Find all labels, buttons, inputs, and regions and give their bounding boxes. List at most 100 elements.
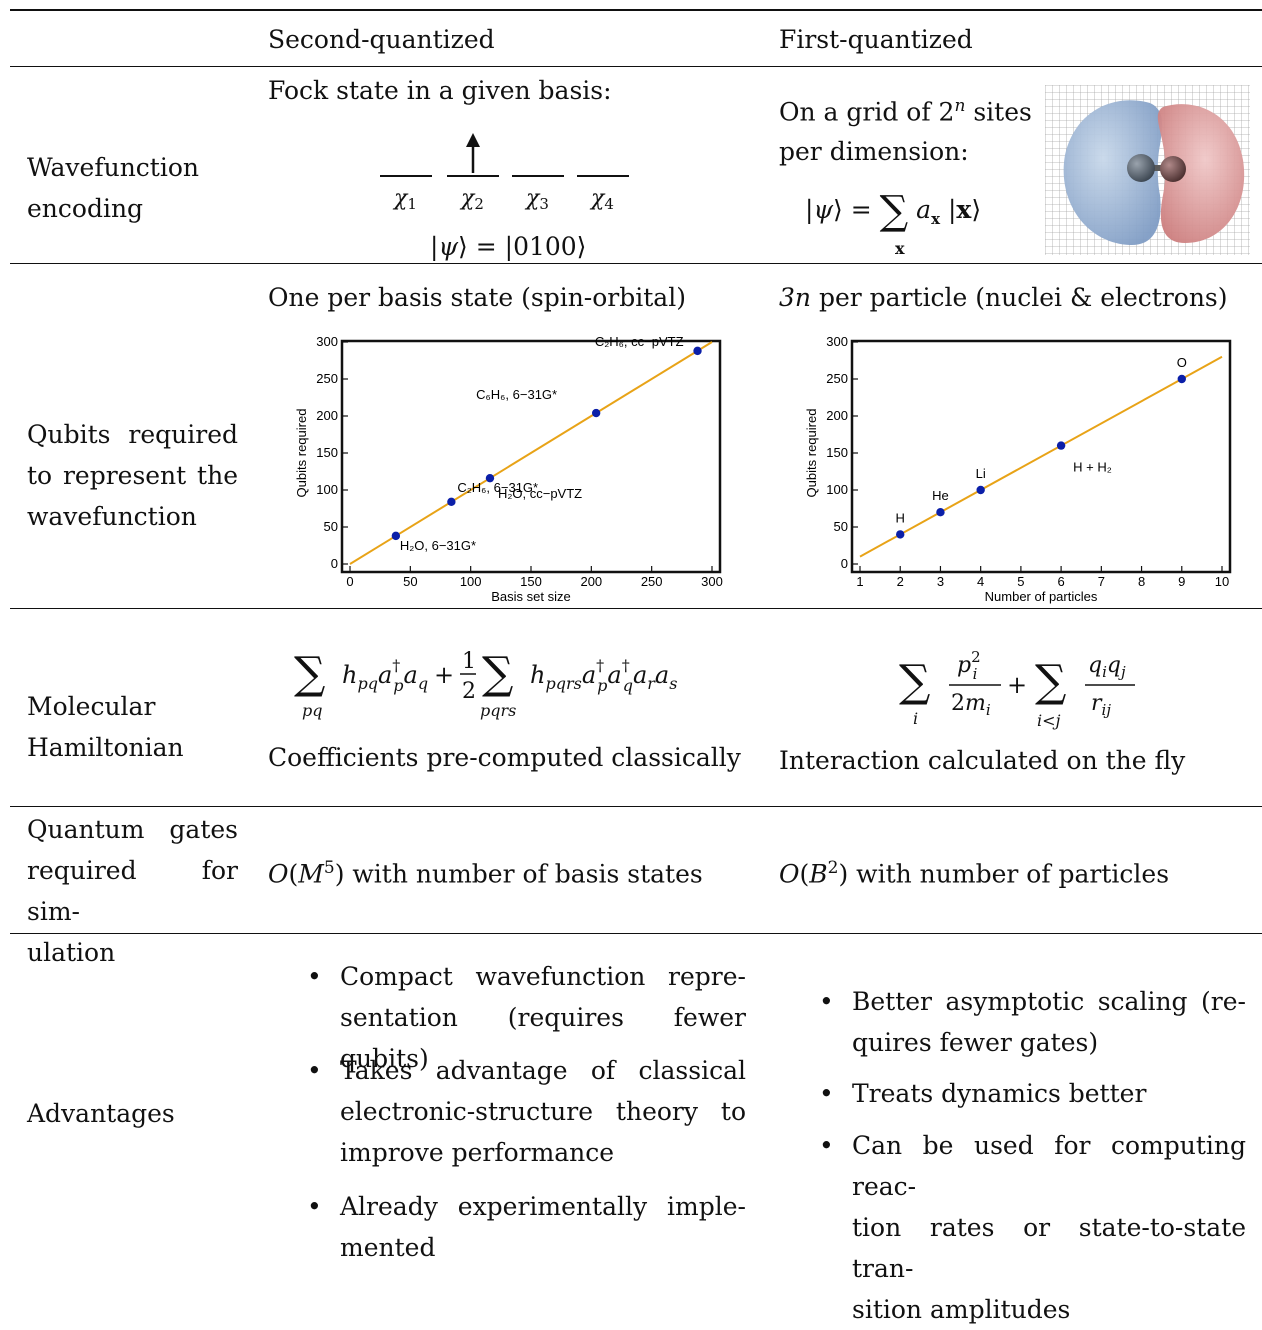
data-point-label: C₂H₆, cc−pVTZ bbox=[595, 334, 684, 349]
svg-text:∑: ∑ bbox=[1035, 656, 1066, 707]
row-label-qubits: Qubits required to represent the wavefun… bbox=[27, 414, 238, 537]
y-tick-label: 0 bbox=[841, 556, 848, 571]
bullet-icon: • bbox=[307, 1192, 322, 1221]
gates-scaling-second: O(M5) with number of basis states bbox=[268, 858, 703, 889]
y-tick-label: 200 bbox=[316, 408, 338, 423]
row-rule-1 bbox=[10, 263, 1262, 264]
y-tick-label: 50 bbox=[324, 519, 338, 534]
data-point bbox=[391, 531, 401, 541]
data-point-label: H₂O, 6−31G* bbox=[400, 538, 476, 553]
x-tick-label: 4 bbox=[977, 574, 984, 589]
fit-line bbox=[859, 355, 1223, 558]
row-label-line: ulation bbox=[27, 938, 116, 967]
y-tick-label: 200 bbox=[826, 408, 848, 423]
row-label-line: to represent the bbox=[27, 461, 238, 490]
row-rule-4 bbox=[10, 933, 1262, 934]
data-point-label: C₆H₆, 6−31G* bbox=[476, 387, 557, 402]
x-axis-label: Number of particles bbox=[985, 589, 1098, 604]
table-top-rule bbox=[10, 9, 1262, 11]
row-label-line: encoding bbox=[27, 194, 144, 223]
gates-scaling-first: O(B2) with number of particles bbox=[779, 858, 1170, 889]
x-tick-label: 10 bbox=[1215, 574, 1229, 589]
red-lobe bbox=[1157, 104, 1245, 243]
hamiltonian-note-second: Coefficients pre-computed classically bbox=[268, 743, 741, 772]
row-label-hamiltonian: Molecular Hamiltonian bbox=[27, 686, 184, 768]
y-tick-label: 250 bbox=[316, 371, 338, 386]
svg-text:pqrs: pqrs bbox=[480, 701, 516, 720]
x-tick-label: 100 bbox=[460, 574, 482, 589]
grid-state-equation: |ψ⟩ = ∑ x ax |x⟩ bbox=[805, 188, 982, 258]
column-header-first-quantized: First-quantized bbox=[779, 25, 973, 54]
row-label-line: required for sim- bbox=[27, 856, 238, 926]
x-tick-label: 7 bbox=[1098, 574, 1105, 589]
data-point bbox=[896, 530, 905, 539]
x-tick-label: 5 bbox=[1017, 574, 1024, 589]
advantage-item: • Treats dynamics better bbox=[819, 1073, 1246, 1114]
data-point bbox=[485, 473, 495, 483]
row-label-advantages: Advantages bbox=[27, 1099, 175, 1128]
bullet-icon: • bbox=[819, 1131, 834, 1160]
data-point bbox=[976, 485, 985, 495]
row-label-line: Wavefunction bbox=[27, 153, 199, 182]
y-tick-label: 150 bbox=[316, 445, 338, 460]
grid-intro-line1: On a grid of 2n sites bbox=[779, 96, 1032, 127]
fock-state-diagram: χ1 χ2 χ3 χ4 bbox=[380, 133, 629, 213]
svg-text:∑: ∑ bbox=[294, 648, 325, 699]
data-point bbox=[936, 508, 945, 517]
advantage-item: • Can be used for computing reac- tion r… bbox=[819, 1125, 1246, 1330]
x-tick-label: 2 bbox=[897, 574, 904, 589]
x-tick-label: 6 bbox=[1057, 574, 1064, 589]
row-rule-3 bbox=[10, 806, 1262, 807]
advantage-item: • Better asymptotic scaling (re- quires … bbox=[819, 981, 1246, 1063]
x-tick-label: 8 bbox=[1138, 574, 1145, 589]
x-tick-label: 1 bbox=[856, 574, 863, 589]
data-point bbox=[693, 346, 702, 356]
svg-text:∑: ∑ bbox=[482, 648, 513, 699]
x-tick-label: 3 bbox=[937, 574, 944, 589]
blue-lobe bbox=[1063, 100, 1163, 246]
orbital-label-chi3: χ3 bbox=[524, 186, 549, 213]
data-point-label: H₂O, cc−pVTZ bbox=[498, 486, 582, 501]
data-point-label: He bbox=[932, 488, 949, 503]
y-tick-label: 300 bbox=[316, 334, 338, 349]
data-point bbox=[447, 497, 456, 507]
row-label-line: wavefunction bbox=[27, 502, 197, 531]
svg-text:∑: ∑ bbox=[899, 656, 930, 707]
row-label-gates: Quantum gates required for sim- ulation bbox=[27, 809, 238, 973]
second-quantized-hamiltonian-equation: ∑ pq hpqa† paq + 1 2 ∑ pqrs hpqrsa† pa† qar… bbox=[294, 648, 677, 720]
row-rule-2 bbox=[10, 608, 1262, 609]
orbital-label-chi4: χ4 bbox=[589, 186, 614, 213]
bullet-icon: • bbox=[819, 987, 834, 1016]
data-point-label: O bbox=[1177, 355, 1187, 370]
y-axis-label: Qubits required bbox=[294, 409, 309, 498]
svg-text:p2i: p2 i bbox=[957, 648, 981, 683]
data-point bbox=[1177, 374, 1186, 384]
data-point bbox=[591, 408, 601, 418]
atom-right bbox=[1160, 156, 1186, 182]
bullet-icon: • bbox=[819, 1079, 834, 1108]
hamiltonian-note-first: Interaction calculated on the fly bbox=[779, 746, 1186, 775]
y-axis-label: Qubits required bbox=[804, 409, 819, 498]
chart-basis-set-qubits: 0 50 100 150 200 250 300 0 50 100 150 200 250 300 Basi… bbox=[294, 334, 723, 604]
y-tick-label: 100 bbox=[316, 482, 338, 497]
plot-frame bbox=[850, 339, 1232, 574]
svg-text:rij: rij bbox=[1091, 691, 1111, 719]
svg-text:i<j: i<j bbox=[1037, 711, 1061, 730]
svg-text:+: + bbox=[1007, 671, 1027, 699]
bullet-icon: • bbox=[307, 1056, 322, 1085]
advantage-item: • Compact wavefunction repre- sentation … bbox=[307, 956, 746, 1079]
svg-text:1: 1 bbox=[462, 649, 476, 674]
svg-text:qiqj: qiqj bbox=[1088, 653, 1126, 681]
row-label-line: Molecular bbox=[27, 692, 156, 721]
header-rule bbox=[10, 66, 1262, 67]
spin-up-arrow-icon bbox=[466, 133, 480, 173]
svg-text:+: + bbox=[434, 661, 454, 689]
fock-state-equation: |ψ⟩ = |0100⟩ bbox=[430, 232, 587, 261]
y-tick-label: 0 bbox=[331, 556, 338, 571]
fock-state-intro: Fock state in a given basis: bbox=[268, 76, 612, 105]
row-label-line: Quantum gates bbox=[27, 815, 238, 844]
x-tick-label: 0 bbox=[346, 574, 353, 589]
bullet-icon: • bbox=[307, 962, 322, 991]
svg-text:hpqrsa†pa†qaras: hpqrsa† pa† qaras bbox=[530, 656, 677, 695]
